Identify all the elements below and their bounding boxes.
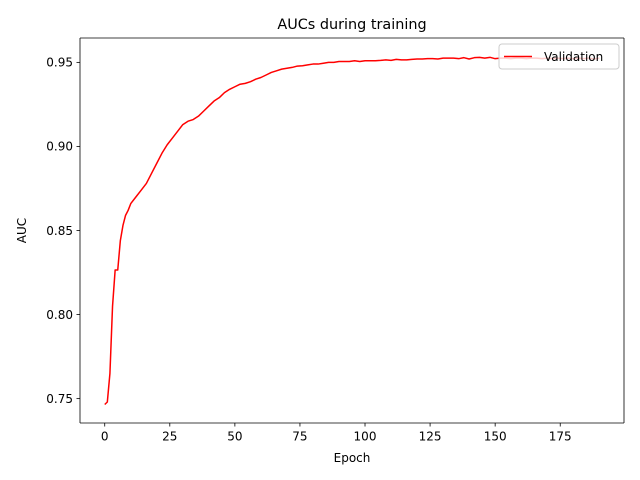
x-tick-label: 125 — [419, 430, 442, 444]
y-tick-label: 0.75 — [46, 392, 73, 406]
x-tick-label: 175 — [549, 430, 572, 444]
y-tick-label: 0.90 — [46, 140, 73, 154]
legend: Validation — [498, 43, 620, 70]
x-tick-label: 50 — [227, 430, 242, 444]
legend-label-validation: Validation — [544, 50, 603, 64]
x-tick-label: 0 — [101, 430, 109, 444]
y-tick-label: 0.80 — [46, 308, 73, 322]
chart-title: AUCs during training — [277, 17, 426, 33]
x-ticks: 0 25 50 75 100 125 150 175 — [101, 423, 572, 444]
x-axis-label: Epoch — [334, 451, 371, 465]
y-tick-label: 0.85 — [46, 224, 73, 238]
x-tick-label: 25 — [162, 430, 177, 444]
y-ticks: 0.75 0.80 0.85 0.90 0.95 — [46, 56, 80, 406]
y-axis-label: AUC — [15, 218, 29, 243]
x-tick-label: 75 — [292, 430, 307, 444]
plot-area — [80, 38, 624, 423]
x-tick-label: 150 — [484, 430, 507, 444]
legend-box — [498, 43, 620, 70]
y-tick-label: 0.95 — [46, 56, 73, 70]
x-tick-label: 100 — [354, 430, 377, 444]
